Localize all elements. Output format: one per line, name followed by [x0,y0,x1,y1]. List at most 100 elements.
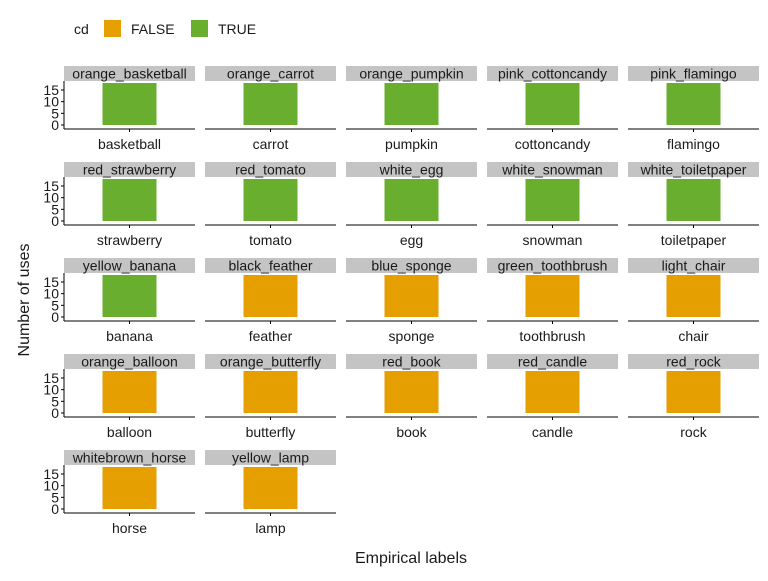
bar-rock [666,371,721,413]
facet-strip [487,258,618,273]
facet-strip-label: yellow_lamp [232,450,309,466]
y-tick-label: 5 [51,201,59,217]
legend: cd FALSE TRUE [74,20,256,37]
x-tick-label: carrot [253,136,289,152]
facet-strip-label: red_rock [666,354,721,370]
y-tick-label: 15 [43,370,59,386]
bar-toiletpaper [666,179,721,221]
facet-strip-label: light_chair [662,258,726,274]
bar-sponge [384,275,439,317]
facet-strip [64,450,195,465]
facet-strip-label: yellow_banana [83,258,177,274]
x-tick-label: lamp [255,520,286,536]
x-axis-title: Empirical labels [355,550,467,567]
y-tick-label: 10 [43,478,59,494]
x-tick-label: book [396,424,427,440]
bar-butterfly [243,371,298,413]
facet-strip-label: green_toothbrush [498,258,608,274]
facet-strip [487,162,618,177]
facet-strip [346,258,477,273]
bar-flamingo [666,83,721,125]
y-tick-label: 15 [43,82,59,98]
facet-strip-label: red_strawberry [83,162,176,178]
bar-banana [102,275,157,317]
bar-carrot [243,83,298,125]
facet-strip-label: pink_cottoncandy [498,66,607,82]
y-tick-label: 5 [51,297,59,313]
y-tick-label: 15 [43,274,59,290]
y-tick-label: 10 [43,382,59,398]
facet-strip [64,258,195,273]
legend-title: cd [74,21,89,37]
x-tick-label: basketball [98,136,161,152]
facet-strip-label: orange_carrot [227,66,314,82]
bar-toothbrush [525,275,580,317]
x-tick-label: balloon [107,424,152,440]
facet-strip [205,162,336,177]
facet-strip-label: red_tomato [235,162,306,178]
facet-strip-label: orange_basketball [72,66,186,82]
bar-book [384,371,439,413]
facet-panel: orange_butterfly butterfly [205,354,336,440]
facet-panel: pink_flamingo flamingo [628,66,759,152]
x-tick-label: banana [106,328,153,344]
y-tick-label: 0 [51,405,59,421]
y-tick-label: 5 [51,105,59,121]
x-tick-label: horse [112,520,147,536]
bar-lamp [243,467,298,509]
bar-strawberry [102,179,157,221]
facet-strip [346,162,477,177]
facet-strip [205,450,336,465]
facet-strip-label: orange_pumpkin [359,66,463,82]
facet-strip [628,354,759,369]
bar-chair [666,275,721,317]
y-tick-label: 0 [51,309,59,325]
bar-tomato [243,179,298,221]
x-tick-label: feather [249,328,293,344]
bar-basketball [102,83,157,125]
facet-strip [346,66,477,81]
facet-strip-label: orange_butterfly [220,354,321,370]
facet-strip-label: white_egg [379,162,444,178]
legend-label-false: FALSE [131,21,175,37]
facet-strip-label: white_toiletpaper [640,162,747,178]
x-tick-label: tomato [249,232,292,248]
facet-strip [64,354,195,369]
facet-strip [205,66,336,81]
x-tick-label: toiletpaper [661,232,727,248]
facet-strip [487,354,618,369]
x-tick-label: toothbrush [519,328,585,344]
facet-panel: pink_cottoncandy cottoncandy [487,66,618,152]
bar-egg [384,179,439,221]
y-tick-label: 10 [43,94,59,110]
y-tick-label: 0 [51,213,59,229]
bar-horse [102,467,157,509]
facet-strip-label: red_book [382,354,441,370]
y-tick-label: 0 [51,117,59,133]
x-tick-label: sponge [389,328,435,344]
facet-strip-label: orange_balloon [81,354,178,370]
facet-strip-label: black_feather [228,258,312,274]
bar-feather [243,275,298,317]
x-tick-label: snowman [523,232,583,248]
x-tick-label: candle [532,424,573,440]
bar-balloon [102,371,157,413]
legend-label-true: TRUE [218,21,256,37]
facet-strip [64,162,195,177]
facet-strip-label: pink_flamingo [650,66,737,82]
y-tick-label: 5 [51,489,59,505]
bar-candle [525,371,580,413]
facet-strip [628,258,759,273]
y-axis-title: Number of uses [16,244,33,357]
